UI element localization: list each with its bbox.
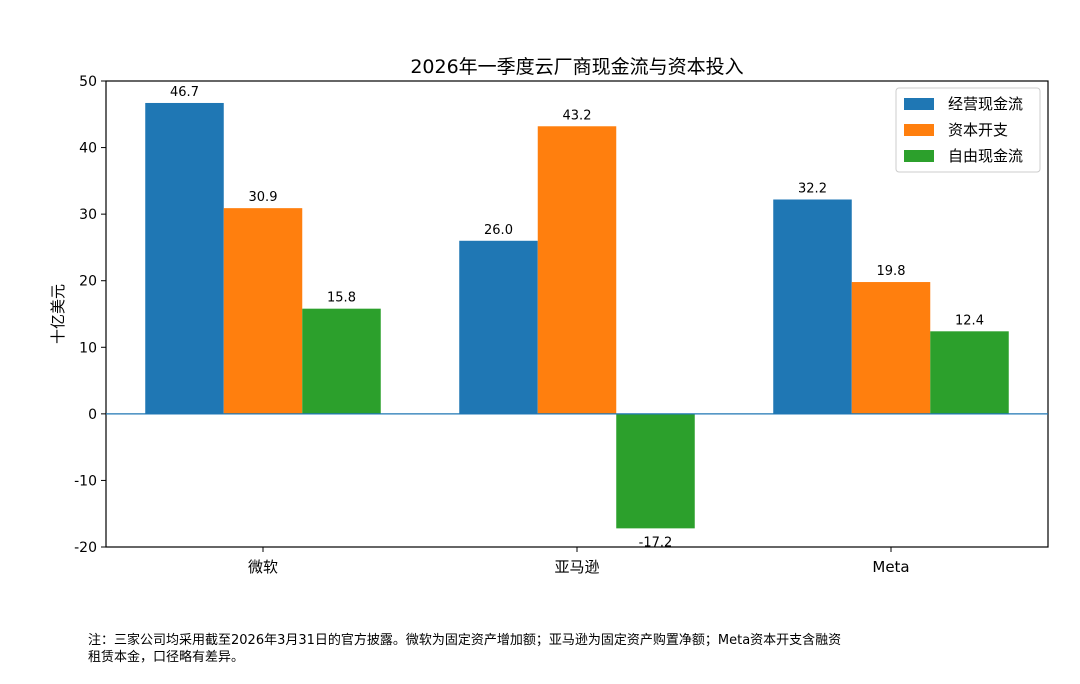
bar: [302, 308, 381, 414]
bar: [616, 413, 695, 529]
bar: [537, 126, 617, 414]
legend-entry: 经营现金流: [948, 95, 1023, 113]
bar: [459, 240, 538, 414]
y-tick-label: 20: [79, 274, 97, 290]
bar: [773, 199, 852, 414]
y-tick-label: 10: [79, 340, 97, 356]
bar-value-label: -17.2: [639, 535, 673, 550]
bar-value-label: 15.8: [327, 291, 356, 306]
legend-swatch: [904, 150, 934, 162]
plot-area: -20 -10 0 10 20 30 40 50 46.7 30.9 15.8 微软 26.0 43.2 -…: [74, 74, 1049, 576]
chart: 2026年一季度云厂商现金流与资本投入 -20 -10 0 10 20 30 40 50 46.…: [49, 56, 1049, 576]
y-tick-label: 30: [79, 207, 97, 223]
y-tick-label: 40: [79, 141, 97, 157]
legend-entry: 资本开支: [948, 121, 1008, 139]
x-tick-label: 亚马逊: [554, 558, 599, 576]
chart-title: 2026年一季度云厂商现金流与资本投入: [410, 56, 743, 78]
x-tick-label: 微软: [248, 558, 278, 576]
bar-value-label: 12.4: [955, 313, 984, 328]
y-axis-label: 十亿美元: [49, 284, 67, 344]
bar-value-label: 43.2: [563, 108, 592, 123]
footnote-line-1: 注：三家公司均采用截至2026年3月31日的官方披露。微软为固定资产增加额；亚马…: [88, 633, 842, 648]
footnote-line-2: 租赁本金，口径略有差异。: [88, 650, 245, 665]
bar-value-label: 26.0: [484, 223, 513, 238]
bar-value-label: 19.8: [877, 264, 906, 279]
legend-swatch: [904, 124, 934, 136]
y-tick-label: -20: [74, 540, 97, 556]
y-tick-label: -10: [74, 473, 97, 489]
bar: [851, 282, 931, 414]
legend-swatch: [904, 98, 934, 110]
bar-value-label: 46.7: [170, 85, 199, 100]
legend-entry: 自由现金流: [948, 147, 1023, 165]
bar-value-label: 30.9: [249, 190, 278, 205]
y-tick-label: 50: [79, 74, 97, 90]
bar: [223, 208, 303, 414]
bar: [145, 102, 224, 414]
bar: [930, 331, 1009, 414]
bar-value-label: 32.2: [798, 181, 827, 196]
y-tick-label: 0: [88, 407, 97, 423]
x-tick-label: Meta: [872, 558, 909, 576]
footnote: 注：三家公司均采用截至2026年3月31日的官方披露。微软为固定资产增加额；亚马…: [88, 632, 988, 666]
